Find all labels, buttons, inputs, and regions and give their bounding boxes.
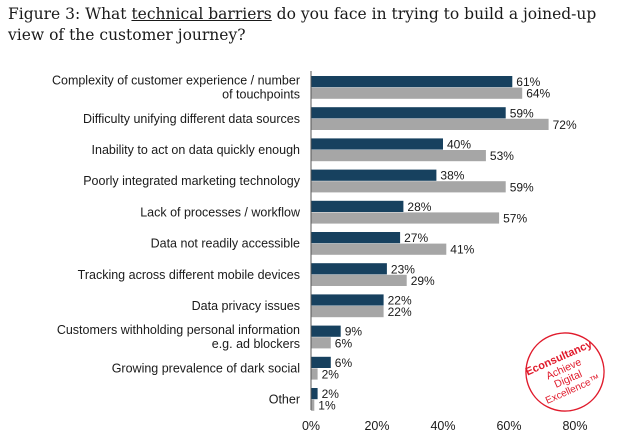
bar-s1-3 — [311, 169, 437, 181]
category-label-7: Data privacy issues — [192, 299, 300, 313]
bar-s2-2 — [311, 150, 486, 162]
bar-s2-3 — [311, 181, 506, 193]
bar-s1-6 — [311, 263, 387, 275]
x-tick-label-4: 80% — [562, 419, 587, 433]
category-label-9: Growing prevalence of dark social — [112, 361, 300, 375]
value-label-s1-3: 38% — [440, 169, 464, 183]
bar-s1-2 — [311, 138, 443, 150]
bar-s1-4 — [311, 200, 404, 212]
category-label-2: Inability to act on data quickly enough — [92, 143, 301, 157]
bar-s1-10 — [311, 388, 318, 400]
bar-s2-4 — [311, 212, 500, 224]
x-tick-label-2: 40% — [430, 419, 455, 433]
bar-s2-1 — [311, 118, 549, 130]
x-axis-ticks: 0% 20% 40% 60% 80% — [302, 419, 588, 433]
bar-s1-9 — [311, 356, 331, 368]
figure-title: Figure 3: What technical barriers do you… — [8, 4, 628, 46]
x-tick-label-1: 20% — [364, 419, 389, 433]
category-label-0-line1: of touchpoints — [222, 88, 300, 102]
value-label-s2-4: 57% — [503, 212, 527, 226]
labels-group: 61%64% Complexity of customer experience … — [52, 74, 577, 413]
category-label-4: Lack of processes / workflow — [140, 205, 301, 219]
value-label-s1-2: 40% — [447, 138, 471, 152]
bar-s2-5 — [311, 243, 447, 255]
category-label-1: Difficulty unifying different data sourc… — [83, 112, 300, 126]
bar-s2-9 — [311, 368, 318, 380]
value-label-s1-9: 6% — [335, 356, 353, 370]
value-label-s1-8: 9% — [345, 325, 363, 339]
value-label-s2-1: 72% — [553, 118, 577, 132]
x-tick-label-3: 60% — [496, 419, 521, 433]
value-label-s2-2: 53% — [490, 149, 514, 163]
value-label-s1-4: 28% — [407, 200, 431, 214]
category-label-8-line1: e.g. ad blockers — [212, 337, 300, 351]
bar-s2-10 — [311, 399, 315, 411]
bar-s1-1 — [311, 107, 506, 119]
category-label-6: Tracking across different mobile devices — [78, 268, 300, 282]
value-label-s1-6: 23% — [391, 262, 415, 276]
value-label-s1-7: 22% — [388, 294, 412, 308]
bar-s2-6 — [311, 274, 407, 286]
bar-s2-0 — [311, 87, 523, 99]
econsultancy-logo: EconsultancyAchieveDigitalExcellence™ — [524, 332, 605, 412]
bar-s1-7 — [311, 294, 384, 306]
bar-s1-8 — [311, 325, 341, 337]
value-label-s2-8: 6% — [335, 336, 353, 350]
title-suffix: do you face in trying to build a joined-… — [8, 5, 597, 44]
bar-s2-8 — [311, 337, 331, 349]
category-label-0-line0: Complexity of customer experience / numb… — [52, 74, 300, 88]
x-tick-label-0: 0% — [302, 419, 320, 433]
logo-circle — [525, 332, 605, 412]
value-label-s2-3: 59% — [510, 180, 534, 194]
value-label-s1-0: 61% — [516, 75, 540, 89]
category-label-3: Poorly integrated marketing technology — [83, 174, 301, 188]
bar-s2-7 — [311, 306, 384, 318]
bar-s1-5 — [311, 232, 401, 244]
bar-s1-0 — [311, 76, 513, 88]
value-label-s2-5: 41% — [450, 243, 474, 257]
bars-group — [311, 76, 549, 411]
value-label-s1-5: 27% — [404, 231, 428, 245]
category-label-5: Data not readily accessible — [151, 237, 300, 251]
category-label-8-line0: Customers withholding personal informati… — [57, 323, 300, 337]
title-prefix: Figure 3: What — [8, 5, 132, 23]
value-label-s1-1: 59% — [510, 106, 534, 120]
value-label-s2-0: 64% — [526, 87, 550, 101]
value-label-s2-10: 1% — [318, 399, 336, 413]
category-label-10: Other — [269, 393, 300, 407]
value-label-s2-7: 22% — [388, 305, 412, 319]
title-highlight: technical barriers — [131, 5, 272, 23]
value-label-s1-10: 2% — [322, 387, 340, 401]
value-label-s2-9: 2% — [322, 368, 340, 382]
value-label-s2-6: 29% — [411, 274, 435, 288]
